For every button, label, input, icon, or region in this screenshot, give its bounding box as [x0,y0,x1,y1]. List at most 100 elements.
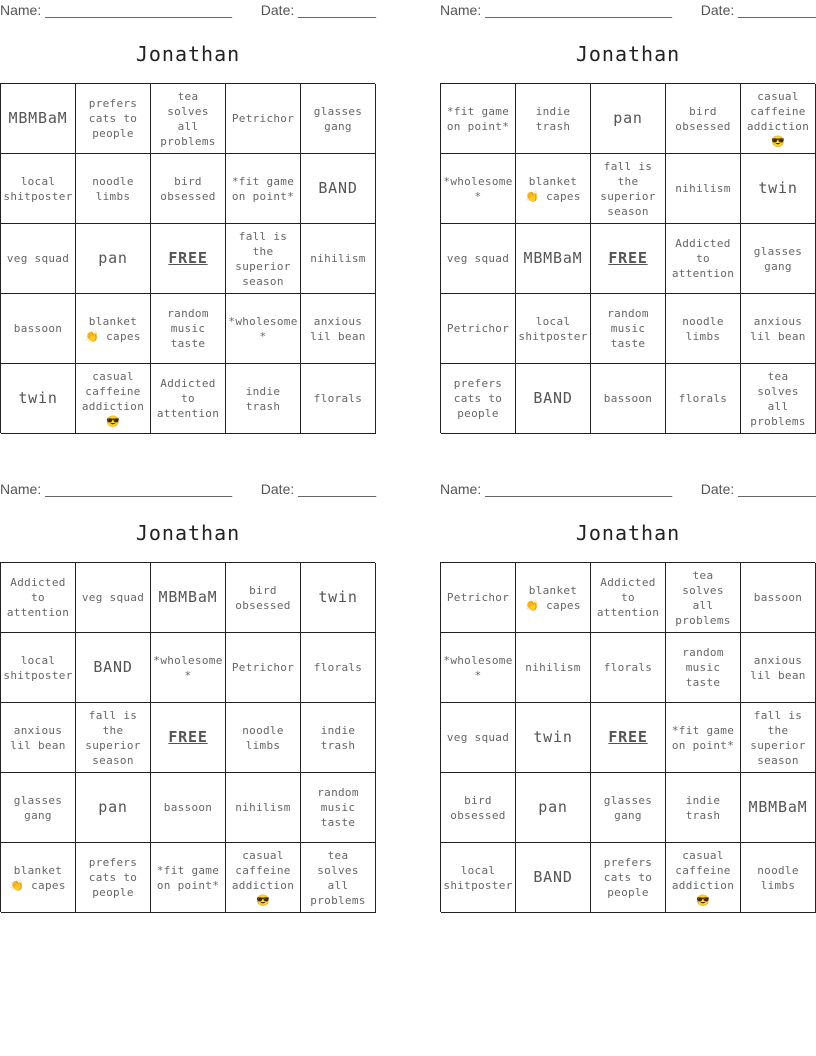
bingo-cell: noodle limbs [226,703,301,773]
bingo-cell: bird obsessed [151,154,226,224]
bingo-cell: tea solves all problems [151,84,226,154]
bingo-cell: blanket 👏 capes [76,294,151,364]
bingo-cell: twin [516,703,591,773]
bingo-cell: MBMBaM [1,84,76,154]
bingo-cell: Addicted to attention [151,364,226,434]
date-field: Date: __________ [700,481,816,497]
bingo-cell: nihilism [301,224,376,294]
date-field: Date: __________ [260,481,376,497]
bingo-cell: fall is the superior season [591,154,666,224]
free-space-cell: FREE [151,703,226,773]
bingo-grid: MBMBaM prefers cats to people tea solves a… [0,83,376,434]
bingo-cell: Petrichor [441,563,516,633]
bingo-cell: indie trash [666,773,741,843]
bingo-cell: anxious lil bean [301,294,376,364]
bingo-cell: MBMBaM [516,224,591,294]
card-title: Jonathan [575,521,681,545]
bingo-cell: bird obsessed [226,563,301,633]
bingo-card-2: Name: ________________________ Date: ___… [440,0,816,434]
bingo-cell: *fit game on point* [151,843,226,913]
bingo-cell: local shitposter [1,154,76,224]
bingo-cell: anxious lil bean [741,294,816,364]
bingo-cell: fall is the superior season [76,703,151,773]
bingo-cell: random music taste [301,773,376,843]
bingo-cell: bird obsessed [666,84,741,154]
bingo-cell: bassoon [1,294,76,364]
bingo-cell: Addicted to attention [1,563,76,633]
bingo-cell: *wholesome * [441,154,516,224]
name-field: Name: ________________________ [440,481,672,497]
bingo-cell: florals [591,633,666,703]
bingo-cell: indie trash [516,84,591,154]
bingo-cell: anxious lil bean [1,703,76,773]
bingo-cell: twin [1,364,76,434]
bingo-cell: glasses gang [741,224,816,294]
bingo-cell: prefers cats to people [76,84,151,154]
bingo-cell: nihilism [226,773,301,843]
bingo-cell: *wholesome * [226,294,301,364]
bingo-cell: random music taste [666,633,741,703]
bingo-cell: noodle limbs [741,843,816,913]
name-field: Name: ________________________ [0,481,232,497]
bingo-cell: tea solves all problems [301,843,376,913]
bingo-cell: casual caffeine addiction 😎 [226,843,301,913]
bingo-cell: Petrichor [441,294,516,364]
bingo-cell: bassoon [591,364,666,434]
bingo-cell: blanket 👏 capes [516,154,591,224]
bingo-cell: indie trash [226,364,301,434]
bingo-cell: pan [516,773,591,843]
bingo-cell: glasses gang [301,84,376,154]
bingo-cell: prefers cats to people [591,843,666,913]
date-field: Date: __________ [260,2,376,18]
bingo-cell: *fit game on point* [441,84,516,154]
bingo-cell: noodle limbs [76,154,151,224]
free-space-cell: FREE [591,224,666,294]
bingo-cell: bassoon [151,773,226,843]
bingo-cell: pan [591,84,666,154]
bingo-cell: nihilism [666,154,741,224]
bingo-cell: anxious lil bean [741,633,816,703]
bingo-cell: Petrichor [226,633,301,703]
bingo-cell: MBMBaM [741,773,816,843]
bingo-cell: BAND [516,843,591,913]
bingo-cell: pan [76,773,151,843]
bingo-cell: local shitposter [1,633,76,703]
bingo-cell: local shitposter [516,294,591,364]
bingo-cell: bassoon [741,563,816,633]
bingo-cell: Addicted to attention [591,563,666,633]
card-title: Jonathan [575,42,681,66]
bingo-cell: tea solves all problems [741,364,816,434]
bingo-cell: glasses gang [1,773,76,843]
bingo-cell: MBMBaM [151,563,226,633]
bingo-cell: BAND [301,154,376,224]
bingo-cell: blanket 👏 capes [516,563,591,633]
name-field: Name: ________________________ [440,2,672,18]
bingo-cell: twin [741,154,816,224]
bingo-cell: fall is the superior season [741,703,816,773]
bingo-cell: local shitposter [441,843,516,913]
bingo-cell: casual caffeine addiction 😎 [741,84,816,154]
bingo-cell: *wholesome * [441,633,516,703]
bingo-grid: *fit game on point* indie trash pan bird ob… [440,83,816,434]
bingo-cell: veg squad [1,224,76,294]
free-space-cell: FREE [151,224,226,294]
bingo-grid: Petrichor blanket 👏 capes Addicted to atte… [440,562,816,913]
bingo-cell: veg squad [441,703,516,773]
bingo-cell: florals [301,633,376,703]
bingo-cell: noodle limbs [666,294,741,364]
bingo-cell: casual caffeine addiction 😎 [76,364,151,434]
bingo-cell: blanket 👏 capes [1,843,76,913]
bingo-cell: pan [76,224,151,294]
bingo-cell: twin [301,563,376,633]
bingo-cell: fall is the superior season [226,224,301,294]
bingo-cell: BAND [76,633,151,703]
card-title: Jonathan [135,42,241,66]
bingo-cell: BAND [516,364,591,434]
bingo-cell: *fit game on point* [226,154,301,224]
bingo-cell: Petrichor [226,84,301,154]
bingo-cell: casual caffeine addiction 😎 [666,843,741,913]
bingo-cell: prefers cats to people [76,843,151,913]
bingo-cell: veg squad [76,563,151,633]
bingo-cell: florals [666,364,741,434]
bingo-cell: glasses gang [591,773,666,843]
